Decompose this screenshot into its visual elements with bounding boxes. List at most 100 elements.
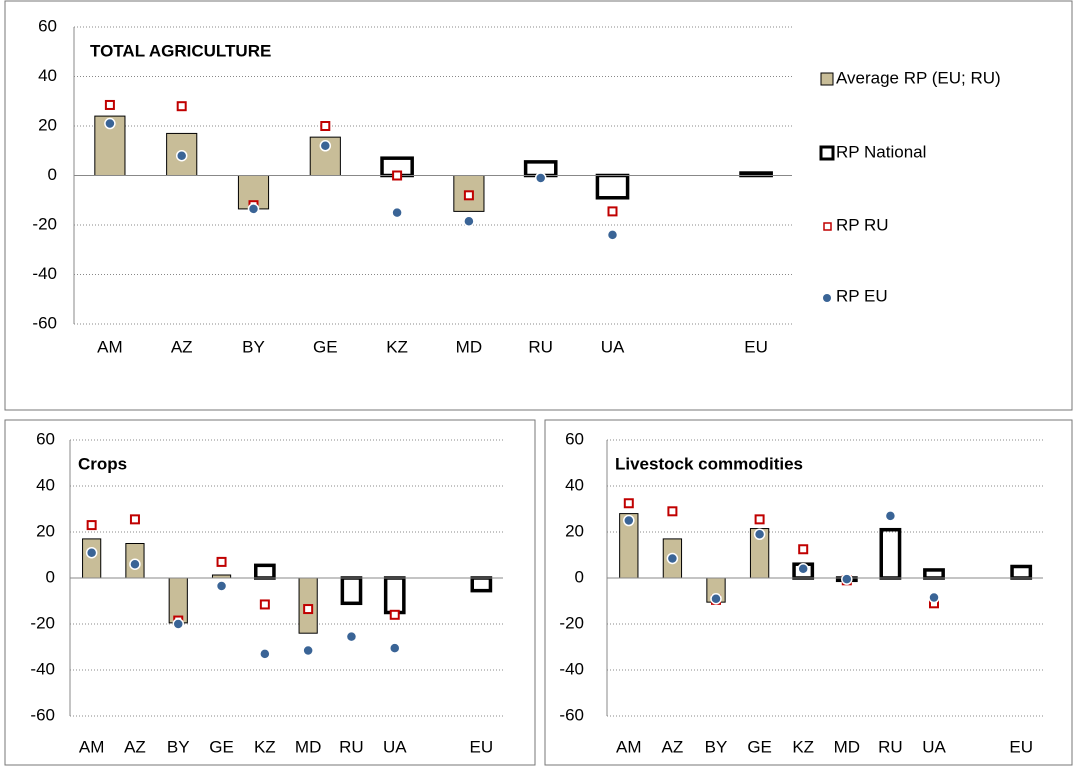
y-tick-label: -40	[559, 659, 584, 678]
hollow-bar	[340, 576, 363, 606]
marker-dot	[463, 215, 475, 228]
marker-square	[463, 190, 474, 201]
legend-swatch	[819, 145, 835, 161]
y-tick-label: -20	[30, 613, 55, 632]
marker-dot	[841, 573, 853, 585]
legend-swatch	[823, 222, 832, 231]
marker-square	[392, 170, 403, 181]
y-tick-label: 20	[36, 521, 55, 540]
marker-dot	[129, 558, 141, 570]
x-tick-label: AZ	[171, 337, 193, 356]
marker-dot	[797, 563, 809, 575]
marker-square	[303, 604, 314, 615]
x-tick-label: EU	[1009, 737, 1033, 756]
marker-dot	[259, 648, 271, 660]
x-tick-label: MD	[456, 337, 482, 356]
x-tick-label: MD	[295, 737, 321, 756]
legend-label: RP EU	[836, 286, 888, 305]
hollow-bar	[470, 576, 493, 593]
marker-dot	[534, 172, 547, 184]
marker-square	[320, 121, 331, 131]
marker-dot	[302, 644, 314, 657]
x-tick-label: AZ	[662, 737, 684, 756]
frame	[544, 419, 1073, 766]
y-tick-label: -60	[30, 705, 55, 724]
marker-square	[389, 609, 400, 620]
marker-dot	[606, 229, 619, 241]
hollow-bar	[879, 527, 902, 580]
y-tick-label: -20	[32, 214, 57, 233]
marker-dot	[391, 206, 403, 219]
x-tick-label: AZ	[124, 737, 146, 756]
marker-dot	[623, 514, 635, 527]
marker-square	[86, 520, 97, 531]
marker-dot	[389, 642, 401, 654]
y-tick-label: 60	[565, 429, 584, 448]
marker-square	[176, 101, 187, 112]
marker-dot	[215, 580, 228, 592]
marker-square	[798, 544, 809, 555]
legend-swatch	[820, 72, 834, 86]
x-tick-label: BY	[705, 737, 728, 756]
marker-square	[216, 556, 227, 567]
x-tick-label: KZ	[254, 737, 276, 756]
marker-square	[104, 99, 115, 110]
x-tick-label: KZ	[386, 337, 408, 356]
hollow-bar	[595, 173, 630, 200]
x-tick-label: GE	[313, 337, 338, 356]
y-tick-label: 0	[46, 567, 55, 586]
x-tick-label: UA	[383, 737, 407, 756]
x-tick-label: EU	[470, 737, 494, 756]
marker-square	[754, 514, 765, 525]
hollow-bar	[383, 576, 406, 615]
marker-dot	[172, 618, 184, 630]
chart-title: Crops	[78, 454, 127, 473]
legend-label: Average RP (EU; RU)	[836, 68, 1001, 87]
marker-dot	[753, 528, 766, 541]
y-tick-label: 40	[38, 66, 57, 85]
x-tick-label: RU	[878, 737, 903, 756]
marker-square	[607, 206, 618, 217]
frame	[4, 0, 1073, 411]
marker-square	[667, 506, 678, 517]
x-tick-label: BY	[242, 337, 265, 356]
y-tick-label: 60	[38, 16, 57, 35]
x-tick-label: EU	[744, 337, 768, 356]
x-tick-label: BY	[167, 737, 190, 756]
y-tick-label: 60	[36, 429, 55, 448]
marker-dot	[666, 552, 679, 565]
legend-label: RP RU	[836, 215, 889, 234]
x-tick-label: GE	[209, 737, 234, 756]
y-tick-label: -40	[30, 659, 55, 678]
y-tick-label: 20	[38, 115, 57, 134]
x-tick-label: GE	[747, 737, 772, 756]
y-tick-label: -60	[559, 705, 584, 724]
chart-title: TOTAL AGRICULTURE	[90, 41, 271, 60]
chart-title: Livestock commodities	[615, 454, 803, 473]
marker-dot	[247, 203, 260, 215]
hollow-bar	[1010, 564, 1033, 580]
marker-square	[623, 498, 634, 509]
x-tick-label: RU	[528, 337, 553, 356]
frame	[4, 419, 536, 766]
y-tick-label: 40	[36, 475, 55, 494]
marker-square	[129, 514, 140, 525]
y-tick-label: -20	[559, 613, 584, 632]
x-tick-label: AM	[616, 737, 642, 756]
x-tick-label: AM	[79, 737, 105, 756]
hollow-bar	[923, 568, 945, 580]
x-tick-label: UA	[601, 337, 625, 356]
x-tick-label: KZ	[792, 737, 814, 756]
bar	[309, 136, 341, 176]
x-tick-label: AM	[97, 337, 123, 356]
marker-dot	[319, 140, 332, 152]
marker-dot	[104, 117, 116, 130]
y-tick-label: 0	[575, 567, 584, 586]
marker-dot	[884, 510, 897, 522]
y-tick-label: 20	[565, 521, 584, 540]
y-tick-label: 40	[565, 475, 584, 494]
marker-dot	[345, 630, 358, 643]
hollow-bar	[254, 563, 276, 580]
